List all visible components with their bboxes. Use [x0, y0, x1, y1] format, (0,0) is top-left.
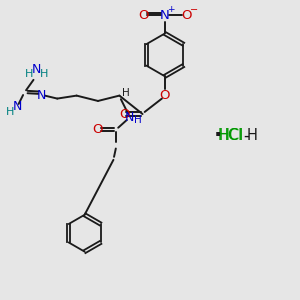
Text: O: O — [93, 123, 103, 136]
Text: ·: · — [214, 125, 223, 145]
Text: N: N — [160, 9, 170, 22]
Text: HCl: HCl — [218, 128, 243, 142]
Text: N: N — [37, 88, 46, 101]
Text: O: O — [160, 89, 170, 102]
Text: N: N — [32, 63, 41, 76]
Text: N: N — [13, 100, 22, 113]
Text: O: O — [181, 9, 191, 22]
Text: H: H — [25, 69, 33, 79]
Text: H: H — [122, 88, 130, 98]
Text: O: O — [138, 9, 149, 22]
Text: H: H — [134, 115, 142, 125]
Text: −: − — [190, 5, 198, 15]
Text: +: + — [167, 5, 174, 14]
Text: O: O — [119, 107, 129, 121]
Text: N: N — [125, 110, 134, 124]
Text: HCl: HCl — [219, 128, 244, 142]
Text: H: H — [39, 69, 48, 79]
Text: H: H — [5, 107, 14, 117]
Text: -: - — [243, 127, 249, 145]
Text: H: H — [246, 128, 257, 142]
